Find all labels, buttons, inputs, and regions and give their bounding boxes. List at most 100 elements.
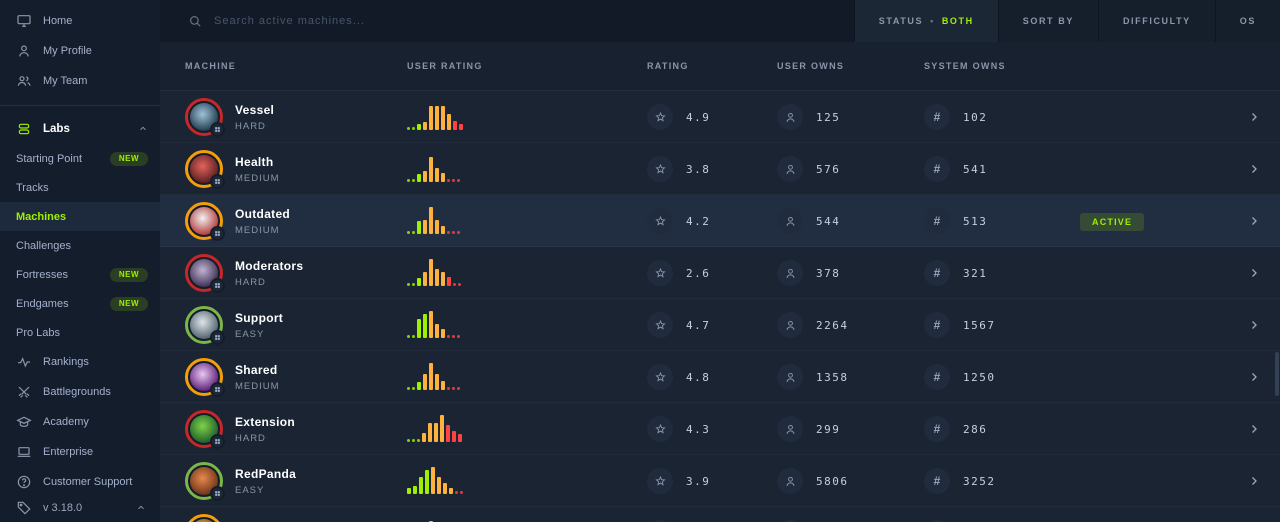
sidebar-item-battlegrounds[interactable]: Battlegrounds bbox=[0, 377, 160, 407]
new-badge: NEW bbox=[109, 267, 148, 282]
sidebar-item-customer-support[interactable]: Customer Support bbox=[0, 467, 160, 497]
swords-icon bbox=[16, 384, 32, 400]
sidebar-item-label: Labs bbox=[43, 123, 70, 135]
scrollbar-thumb[interactable] bbox=[1275, 352, 1279, 396]
machine-difficulty: MEDIUM bbox=[235, 172, 280, 184]
laptop-icon bbox=[16, 444, 32, 460]
user-rating-histogram bbox=[407, 143, 647, 195]
filter-sort-by[interactable]: SORT BY bbox=[997, 0, 1098, 42]
column-header-system-owns: SYSTEM OWNS bbox=[924, 61, 1006, 71]
sidebar-item-labs[interactable]: Labs bbox=[0, 114, 160, 144]
sidebar-item-pro-labs[interactable]: Pro Labs bbox=[0, 318, 160, 347]
rating-value: 4.9 bbox=[686, 110, 711, 124]
filter-value: BOTH bbox=[941, 16, 974, 26]
table-row-extension[interactable]: Extension HARD 4.3 299 # 286 bbox=[160, 403, 1280, 455]
table-row-health[interactable]: Health MEDIUM 3.8 576 # 541 bbox=[160, 143, 1280, 195]
system-owns-value: 541 bbox=[963, 162, 988, 176]
active-badge: ACTIVE bbox=[1080, 213, 1145, 231]
table-row-shared[interactable]: Shared MEDIUM 4.8 1358 # 1250 bbox=[160, 351, 1280, 403]
sidebar-item-tracks[interactable]: Tracks bbox=[0, 173, 160, 202]
machine-difficulty: HARD bbox=[235, 276, 266, 288]
filter-status[interactable]: STATUS • BOTH bbox=[853, 0, 998, 42]
hash-icon: # bbox=[924, 364, 950, 390]
sidebar-labs-list: Starting Point NEW Tracks Machines Chall… bbox=[0, 144, 160, 347]
table-row-moderators[interactable]: Moderators HARD 2.6 378 # 321 bbox=[160, 247, 1280, 299]
sidebar-divider bbox=[0, 105, 160, 106]
os-badge-icon bbox=[210, 434, 225, 449]
academy-icon bbox=[16, 414, 32, 430]
filter-label: SORT BY bbox=[1022, 16, 1074, 26]
table-row-support[interactable]: Support EASY 4.7 2264 # 1567 bbox=[160, 299, 1280, 351]
sidebar-item-home[interactable]: Home bbox=[0, 6, 160, 36]
sidebar-item-label: Tracks bbox=[16, 181, 49, 194]
os-badge-icon bbox=[210, 278, 225, 293]
user-rating-histogram bbox=[407, 403, 647, 455]
user-owns-value: 5806 bbox=[816, 474, 849, 488]
sidebar-item-my-team[interactable]: My Team bbox=[0, 66, 160, 96]
hash-icon: # bbox=[924, 208, 950, 234]
search-input[interactable] bbox=[214, 15, 554, 27]
sidebar-item-academy[interactable]: Academy bbox=[0, 407, 160, 437]
user-icon bbox=[777, 468, 803, 494]
system-owns-value: 321 bbox=[963, 266, 988, 280]
machine-name: Extension bbox=[235, 414, 296, 429]
row-chevron-right-icon[interactable] bbox=[1220, 475, 1260, 487]
stack-icon bbox=[16, 121, 32, 137]
machine-avatar bbox=[185, 150, 225, 189]
table-row[interactable]: # bbox=[160, 507, 1280, 522]
row-chevron-right-icon[interactable] bbox=[1220, 267, 1260, 279]
user-rating-histogram bbox=[407, 455, 647, 507]
machine-name: Vessel bbox=[235, 102, 275, 117]
sidebar-item-machines[interactable]: Machines bbox=[0, 202, 160, 231]
machine-avatar bbox=[185, 98, 225, 137]
machine-difficulty: EASY bbox=[235, 484, 265, 496]
topbar: STATUS • BOTH SORT BY DIFFICULTY OS bbox=[160, 0, 1280, 42]
os-badge-icon bbox=[210, 382, 225, 397]
sidebar-item-my-profile[interactable]: My Profile bbox=[0, 36, 160, 66]
filter-difficulty[interactable]: DIFFICULTY bbox=[1097, 0, 1215, 42]
rating-value: 4.8 bbox=[686, 370, 711, 384]
row-chevron-right-icon[interactable] bbox=[1220, 423, 1260, 435]
sidebar-item-challenges[interactable]: Challenges bbox=[0, 231, 160, 260]
person-icon bbox=[16, 43, 32, 59]
chevron-up-icon bbox=[138, 124, 148, 134]
rating-value: 4.7 bbox=[686, 318, 711, 332]
version-row[interactable]: v 3.18.0 bbox=[0, 497, 160, 522]
row-chevron-right-icon[interactable] bbox=[1220, 371, 1260, 383]
machine-avatar bbox=[185, 254, 225, 293]
row-chevron-right-icon[interactable] bbox=[1220, 111, 1260, 123]
rating-value: 4.2 bbox=[686, 214, 711, 228]
people-icon bbox=[16, 73, 32, 89]
filter-os[interactable]: OS bbox=[1214, 0, 1280, 42]
sidebar-item-enterprise[interactable]: Enterprise bbox=[0, 437, 160, 467]
star-icon bbox=[647, 520, 673, 522]
table-row-outdated[interactable]: Outdated MEDIUM 4.2 544 # 513 ACTIVE bbox=[160, 195, 1280, 247]
sidebar-item-fortresses[interactable]: Fortresses NEW bbox=[0, 260, 160, 289]
table-row-vessel[interactable]: Vessel HARD 4.9 125 # 102 bbox=[160, 91, 1280, 143]
hash-icon: # bbox=[924, 416, 950, 442]
sidebar-item-label: My Profile bbox=[43, 45, 92, 57]
star-icon bbox=[647, 156, 673, 182]
table-row-redpanda[interactable]: RedPanda EASY 3.9 5806 # 3252 bbox=[160, 455, 1280, 507]
user-icon bbox=[777, 260, 803, 286]
machines-table-body: Vessel HARD 4.9 125 # 102 bbox=[160, 91, 1280, 522]
sidebar-item-label: Challenges bbox=[16, 239, 72, 252]
chevron-up-icon bbox=[136, 503, 146, 513]
machine-name: Moderators bbox=[235, 258, 304, 273]
system-owns-value: 513 bbox=[963, 214, 988, 228]
new-badge: NEW bbox=[109, 296, 148, 311]
machine-name: Support bbox=[235, 310, 284, 325]
machine-difficulty: HARD bbox=[235, 120, 266, 132]
star-icon bbox=[647, 104, 673, 130]
os-badge-icon bbox=[210, 226, 225, 241]
sidebar-item-endgames[interactable]: Endgames NEW bbox=[0, 289, 160, 318]
row-chevron-right-icon[interactable] bbox=[1220, 319, 1260, 331]
machine-name: RedPanda bbox=[235, 466, 297, 481]
row-chevron-right-icon[interactable] bbox=[1220, 215, 1260, 227]
rating-value: 4.3 bbox=[686, 422, 711, 436]
sidebar-item-starting-point[interactable]: Starting Point NEW bbox=[0, 144, 160, 173]
row-chevron-right-icon[interactable] bbox=[1220, 163, 1260, 175]
os-badge-icon bbox=[210, 174, 225, 189]
sidebar-item-rankings[interactable]: Rankings bbox=[0, 347, 160, 377]
star-icon bbox=[647, 312, 673, 338]
